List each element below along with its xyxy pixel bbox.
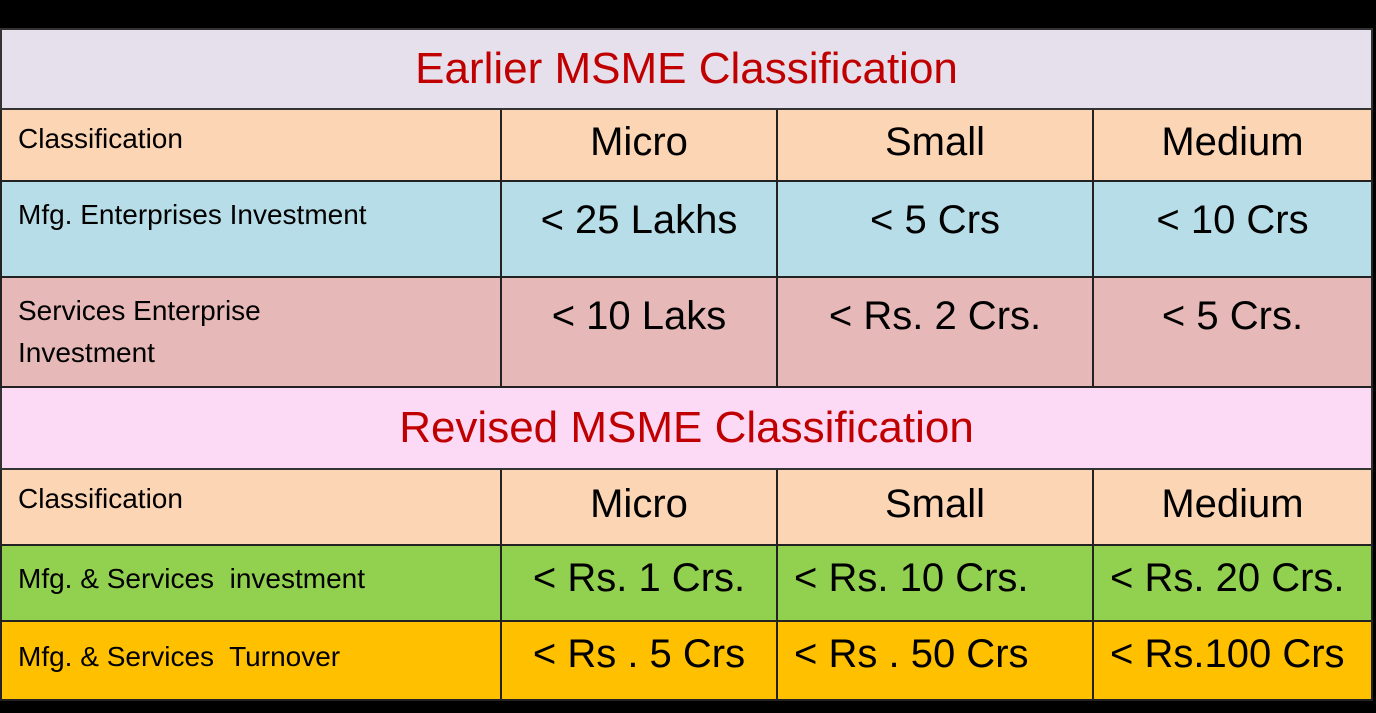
header-small: Small [776, 470, 1092, 546]
small-value: < Rs . 50 Crs [776, 622, 1092, 701]
table-row: Mfg. & Services investment < Rs. 1 Crs. … [0, 546, 1373, 622]
header-medium: Medium [1092, 110, 1373, 182]
revised-title: Revised MSME Classification [399, 403, 974, 452]
micro-value: < 25 Lakhs [500, 182, 776, 278]
header-classification: Classification [0, 470, 500, 546]
micro-value: < 10 Laks [500, 278, 776, 388]
revised-title-row: Revised MSME Classification [0, 388, 1373, 470]
medium-value: < Rs.100 Crs [1092, 622, 1373, 701]
header-medium: Medium [1092, 470, 1373, 546]
header-small: Small [776, 110, 1092, 182]
earlier-title: Earlier MSME Classification [415, 44, 958, 93]
row-label: Mfg. Enterprises Investment [0, 182, 500, 278]
header-micro: Micro [500, 110, 776, 182]
header-classification: Classification [0, 110, 500, 182]
table-row: Mfg. Enterprises Investment < 25 Lakhs <… [0, 182, 1373, 278]
msme-classification-slide: Earlier MSME Classification Classificati… [0, 10, 1373, 707]
small-value: < Rs. 10 Crs. [776, 546, 1092, 622]
table-row: Services Enterprise Investment < 10 Laks… [0, 278, 1373, 388]
row-label: Services Enterprise Investment [0, 278, 500, 388]
small-value: < Rs. 2 Crs. [776, 278, 1092, 388]
medium-value: < Rs. 20 Crs. [1092, 546, 1373, 622]
row-label: Mfg. & Services Turnover [0, 622, 500, 701]
earlier-title-row: Earlier MSME Classification [0, 28, 1373, 110]
row-label: Mfg. & Services investment [0, 546, 500, 622]
earlier-header-row: Classification Micro Small Medium [0, 110, 1373, 182]
revised-header-row: Classification Micro Small Medium [0, 470, 1373, 546]
table-row: Mfg. & Services Turnover < Rs . 5 Crs < … [0, 622, 1373, 704]
small-value: < 5 Crs [776, 182, 1092, 278]
medium-value: < 10 Crs [1092, 182, 1373, 278]
medium-value: < 5 Crs. [1092, 278, 1373, 388]
header-micro: Micro [500, 470, 776, 546]
micro-value: < Rs. 1 Crs. [500, 546, 776, 622]
micro-value: < Rs . 5 Crs [500, 622, 776, 701]
